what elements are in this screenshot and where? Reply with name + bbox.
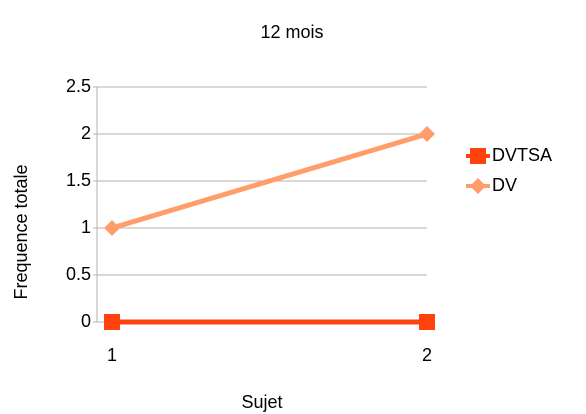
y-tick-label: 0.5 — [66, 264, 91, 284]
legend-label: DV — [492, 175, 517, 195]
x-tick-label: 2 — [422, 345, 432, 365]
chart-title: 12 mois — [260, 22, 323, 42]
legend-marker — [470, 178, 486, 194]
y-tick-label: 2.5 — [66, 76, 91, 96]
y-tick-label: 1 — [81, 217, 91, 237]
series-line — [111, 131, 428, 231]
data-point — [104, 314, 120, 330]
data-point — [419, 126, 435, 142]
y-tick-label: 1.5 — [66, 170, 91, 190]
y-tick-label: 0 — [81, 311, 91, 331]
y-axis-label: Frequence totale — [11, 164, 31, 299]
data-point — [104, 220, 120, 236]
y-tick-label: 2 — [81, 123, 91, 143]
legend-label: DVTSA — [492, 145, 552, 165]
legend-marker — [470, 148, 486, 164]
data-point — [419, 314, 435, 330]
x-tick-label: 1 — [107, 345, 117, 365]
x-axis-label: Sujet — [241, 392, 282, 412]
